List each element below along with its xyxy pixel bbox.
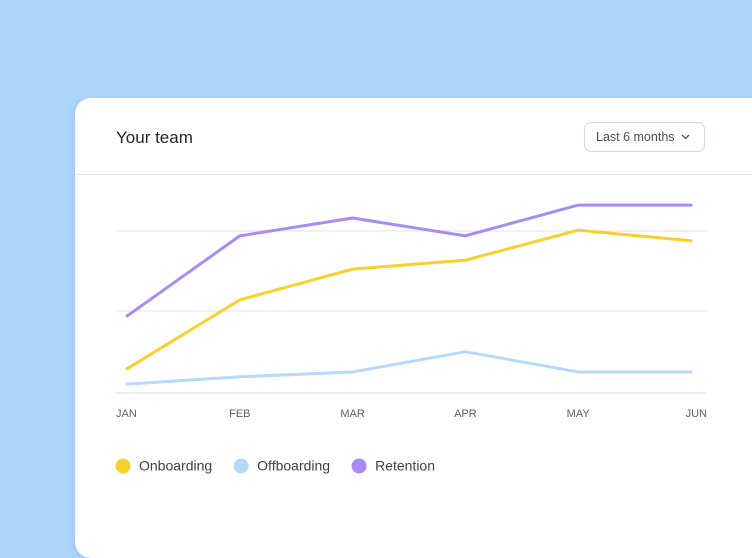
x-tick-label: FEB bbox=[229, 408, 250, 420]
page: {"header": {"title": "Your team", "dropd… bbox=[75, 98, 752, 558]
series-line bbox=[125, 228, 693, 371]
period-dropdown[interactable]: Last 6 months bbox=[584, 122, 705, 152]
card-title: Your team bbox=[116, 128, 193, 147]
legend-label: Onboarding bbox=[139, 458, 212, 474]
legend-label: Retention bbox=[375, 458, 435, 474]
legend-label: Offboarding bbox=[257, 458, 330, 474]
series-line bbox=[125, 350, 693, 386]
chevron bbox=[681, 134, 689, 140]
card: Your team Last 6 months bbox=[75, 98, 752, 558]
chart: JAN FEB MAR APR MAY JUN Onboarding Offboarding R… bbox=[115, 203, 707, 474]
legend-dot bbox=[115, 458, 131, 474]
x-tick-label: JUN bbox=[686, 408, 707, 420]
x-tick-label: MAY bbox=[567, 408, 591, 420]
divider bbox=[75, 174, 752, 175]
legend-dot bbox=[351, 458, 367, 474]
dropdown-label: Last 6 months bbox=[596, 130, 675, 144]
x-tick-label: JAN bbox=[116, 408, 137, 420]
x-tick-label: APR bbox=[454, 408, 477, 420]
legend-dot bbox=[233, 458, 249, 474]
series-line bbox=[125, 203, 693, 318]
x-tick-label: MAR bbox=[340, 408, 365, 420]
